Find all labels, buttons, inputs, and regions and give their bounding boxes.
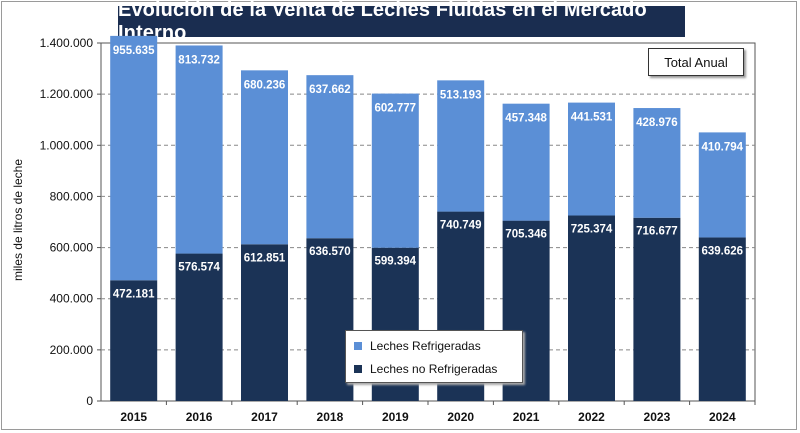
bar-no-refrigeradas [175,253,223,401]
data-label-no-refrigeradas: 725.374 [571,224,613,236]
y-axis-label: miles de litros de leche [11,159,25,281]
data-label-refrigeradas: 457.348 [505,113,547,125]
bar-refrigeradas [110,35,158,281]
data-label-refrigeradas: 441.531 [571,112,613,124]
legend-swatch-refrigeradas [354,342,362,350]
x-tick-label: 2020 [447,410,474,424]
bar-refrigeradas [698,132,746,238]
x-tick-label: 2015 [120,410,147,424]
bar-refrigeradas [241,70,288,245]
x-tick-label: 2016 [186,410,213,424]
total-anual-annotation: Total Anual [648,48,744,76]
x-tick-label: 2024 [709,410,736,424]
x-tick-label: 2021 [513,410,540,424]
bar-refrigeradas [502,103,550,221]
data-label-no-refrigeradas: 612.851 [244,252,286,264]
data-label-refrigeradas: 428.976 [636,117,678,129]
legend-label-no-refrigeradas: Leches no Refrigeradas [370,362,498,376]
x-tick-label: 2017 [251,410,278,424]
data-label-refrigeradas: 602.777 [375,103,417,115]
data-label-no-refrigeradas: 472.181 [113,288,155,300]
bar-refrigeradas [437,80,485,212]
legend-swatch-no-refrigeradas [354,365,362,373]
data-label-no-refrigeradas: 716.677 [636,226,678,238]
axes: 0 200.000 400.000 600.000 800.000 1.000.000 1.… [40,36,756,424]
data-label-no-refrigeradas: 636.570 [309,246,351,258]
y-tick-label: 1.000.000 [40,138,94,152]
x-tick-label: 2023 [644,410,671,424]
data-label-refrigeradas: 813.732 [178,54,220,66]
data-label-refrigeradas: 513.193 [440,89,482,101]
data-label-refrigeradas: 680.236 [244,79,286,91]
y-tick-label: 800.000 [50,189,94,203]
x-tick-label: 2019 [382,410,409,424]
data-label-no-refrigeradas: 740.749 [440,220,482,232]
data-label-no-refrigeradas: 599.394 [375,256,417,268]
legend-item-refrigeradas: Leches Refrigeradas [354,339,481,353]
data-labels: 472.181 955.635 576.574 813.732 612.851 680.2… [113,45,744,300]
data-label-no-refrigeradas: 576.574 [178,262,220,274]
bar-no-refrigeradas [110,280,158,401]
bar-refrigeradas [371,93,419,248]
bar-refrigeradas [175,45,223,254]
bar-no-refrigeradas [568,215,615,401]
bar-no-refrigeradas [698,237,746,401]
y-tick-label: 1.200.000 [40,87,94,101]
bar-refrigeradas [633,108,681,218]
bar-refrigeradas [568,102,615,216]
data-label-refrigeradas: 955.635 [113,45,155,57]
bar-no-refrigeradas [633,217,681,401]
legend-label-refrigeradas: Leches Refrigeradas [370,339,481,353]
y-tick-label: 400.000 [50,292,94,306]
data-label-refrigeradas: 410.794 [702,141,744,153]
y-tick-label: 600.000 [50,241,94,255]
data-label-no-refrigeradas: 705.346 [505,229,547,241]
bar-no-refrigeradas [241,244,288,401]
y-tick-label: 0 [86,394,93,408]
legend-item-no-refrigeradas: Leches no Refrigeradas [354,362,497,376]
data-label-refrigeradas: 637.662 [309,84,351,96]
y-tick-label: 1.400.000 [40,36,94,50]
bar-refrigeradas [306,75,354,239]
legend: Leches Refrigeradas Leches no Refrigerad… [345,330,523,383]
data-label-no-refrigeradas: 639.626 [702,245,744,257]
x-tick-label: 2018 [317,410,344,424]
x-tick-label: 2022 [578,410,605,424]
y-tick-label: 200.000 [50,343,94,357]
